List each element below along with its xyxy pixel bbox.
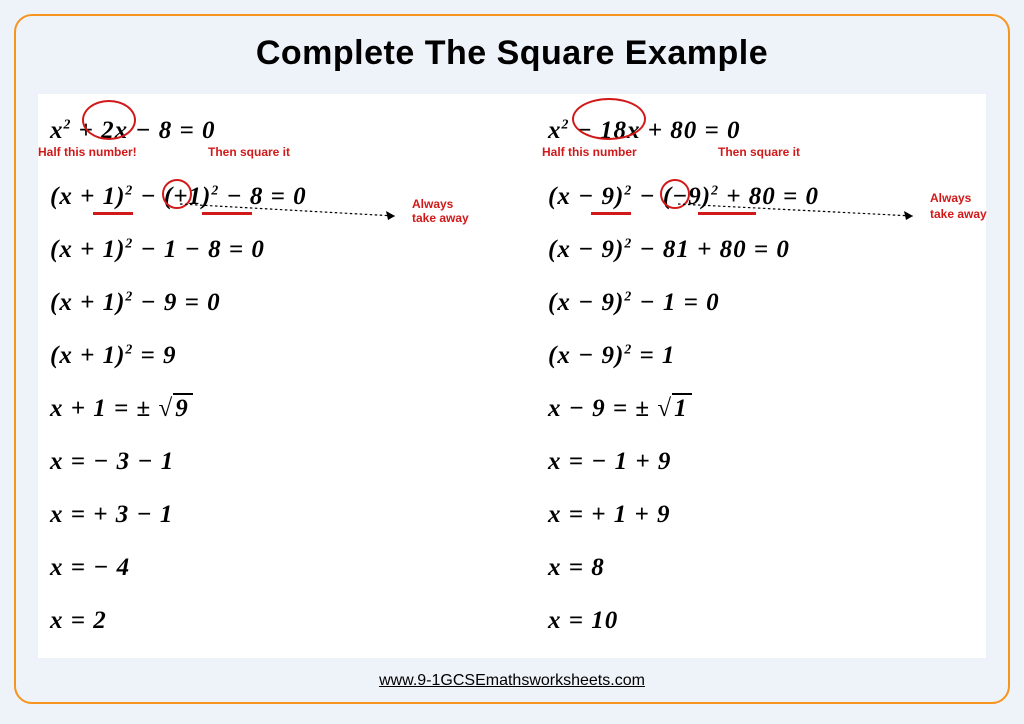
t: − 1 = 0 bbox=[632, 289, 719, 316]
ann-square: Then square it bbox=[208, 146, 290, 159]
ann-half: Half this number! bbox=[38, 146, 137, 159]
t: 2 bbox=[624, 236, 632, 251]
page-title: Complete The Square Example bbox=[16, 34, 1008, 73]
eq-r6: x − 9 = ± √1 bbox=[548, 382, 1008, 435]
example-right: x2 − 18x + 80 = 0 Half this number Then … bbox=[548, 104, 1008, 647]
circle-coeff bbox=[572, 98, 646, 140]
eq-l10: x = 2 bbox=[50, 594, 510, 647]
footer: www.9-1GCSEmathsworksheets.com bbox=[16, 672, 1008, 690]
t: 2 bbox=[624, 342, 632, 357]
t: (x + 1) bbox=[50, 236, 125, 263]
t: x + 1 = ± bbox=[50, 395, 158, 422]
t: (x + 1) bbox=[50, 183, 125, 210]
eq-r10: x = 10 bbox=[548, 594, 1008, 647]
eq-r8: x = + 1 + 9 bbox=[548, 488, 1008, 541]
uline-1 bbox=[93, 212, 133, 215]
ann-take2: take away bbox=[930, 208, 987, 221]
uline-1 bbox=[591, 212, 631, 215]
eq-l9: x = − 4 bbox=[50, 541, 510, 594]
t: = 1 bbox=[632, 342, 675, 369]
t: (x + 1) bbox=[50, 342, 125, 369]
t: 2 bbox=[624, 183, 632, 198]
ann-take1: Always bbox=[412, 198, 453, 211]
arrow-takeaway bbox=[180, 202, 410, 222]
ann-square: Then square it bbox=[718, 146, 800, 159]
circle-coeff bbox=[82, 100, 136, 140]
ann-take1: Always bbox=[930, 192, 971, 205]
t: = 9 bbox=[133, 342, 176, 369]
eq-l8: x = + 3 − 1 bbox=[50, 488, 510, 541]
eq-l3: (x + 1)2 − 1 − 8 = 0 bbox=[50, 223, 510, 276]
content-sheet: x2 + 2x − 8 = 0 Half this number! Then s… bbox=[38, 94, 986, 658]
t: − 81 + 80 = 0 bbox=[632, 236, 790, 263]
eq-l4: (x + 1)2 − 9 = 0 bbox=[50, 276, 510, 329]
t: x − 9 = ± bbox=[548, 395, 657, 422]
t: (x − 9) bbox=[548, 236, 624, 263]
t: x bbox=[50, 117, 64, 144]
eq-l5: (x + 1)2 = 9 bbox=[50, 329, 510, 382]
t: (x + 1) bbox=[50, 289, 125, 316]
t: (x − 9) bbox=[548, 183, 624, 210]
t: − 1 − 8 = 0 bbox=[133, 236, 265, 263]
footer-link[interactable]: www.9-1GCSEmathsworksheets.com bbox=[379, 672, 645, 689]
ann-half: Half this number bbox=[542, 146, 637, 159]
eq-r5: (x − 9)2 = 1 bbox=[548, 329, 1008, 382]
eq-l2: (x + 1)2 − (+1)2 − 8 = 0 Always take awa… bbox=[50, 170, 510, 223]
arrow-takeaway bbox=[678, 202, 928, 222]
eq-r3: (x − 9)2 − 81 + 80 = 0 bbox=[548, 223, 1008, 276]
t: − 9 = 0 bbox=[133, 289, 220, 316]
t: (x − 9) bbox=[548, 289, 624, 316]
eq-r9: x = 8 bbox=[548, 541, 1008, 594]
eq-r2: (x − 9)2 − (−9)2 + 80 = 0 Always take aw… bbox=[548, 170, 1008, 223]
t: 2 bbox=[711, 183, 719, 198]
sqrt: √9 bbox=[158, 382, 192, 435]
eq-r7: x = − 1 + 9 bbox=[548, 435, 1008, 488]
t: (x − 9) bbox=[548, 342, 624, 369]
example-left: x2 + 2x − 8 = 0 Half this number! Then s… bbox=[50, 104, 510, 647]
eq-l1: x2 + 2x − 8 = 0 Half this number! Then s… bbox=[50, 104, 510, 170]
eq-r1: x2 − 18x + 80 = 0 Half this number Then … bbox=[548, 104, 1008, 170]
eq-l6: x + 1 = ± √9 bbox=[50, 382, 510, 435]
eq-l7: x = − 3 − 1 bbox=[50, 435, 510, 488]
sqrt: √1 bbox=[657, 382, 691, 435]
worksheet-frame: Complete The Square Example x2 + 2x − 8 … bbox=[14, 14, 1010, 704]
t: 2 bbox=[624, 289, 632, 304]
t: x bbox=[548, 117, 562, 144]
eq-r4: (x − 9)2 − 1 = 0 bbox=[548, 276, 1008, 329]
